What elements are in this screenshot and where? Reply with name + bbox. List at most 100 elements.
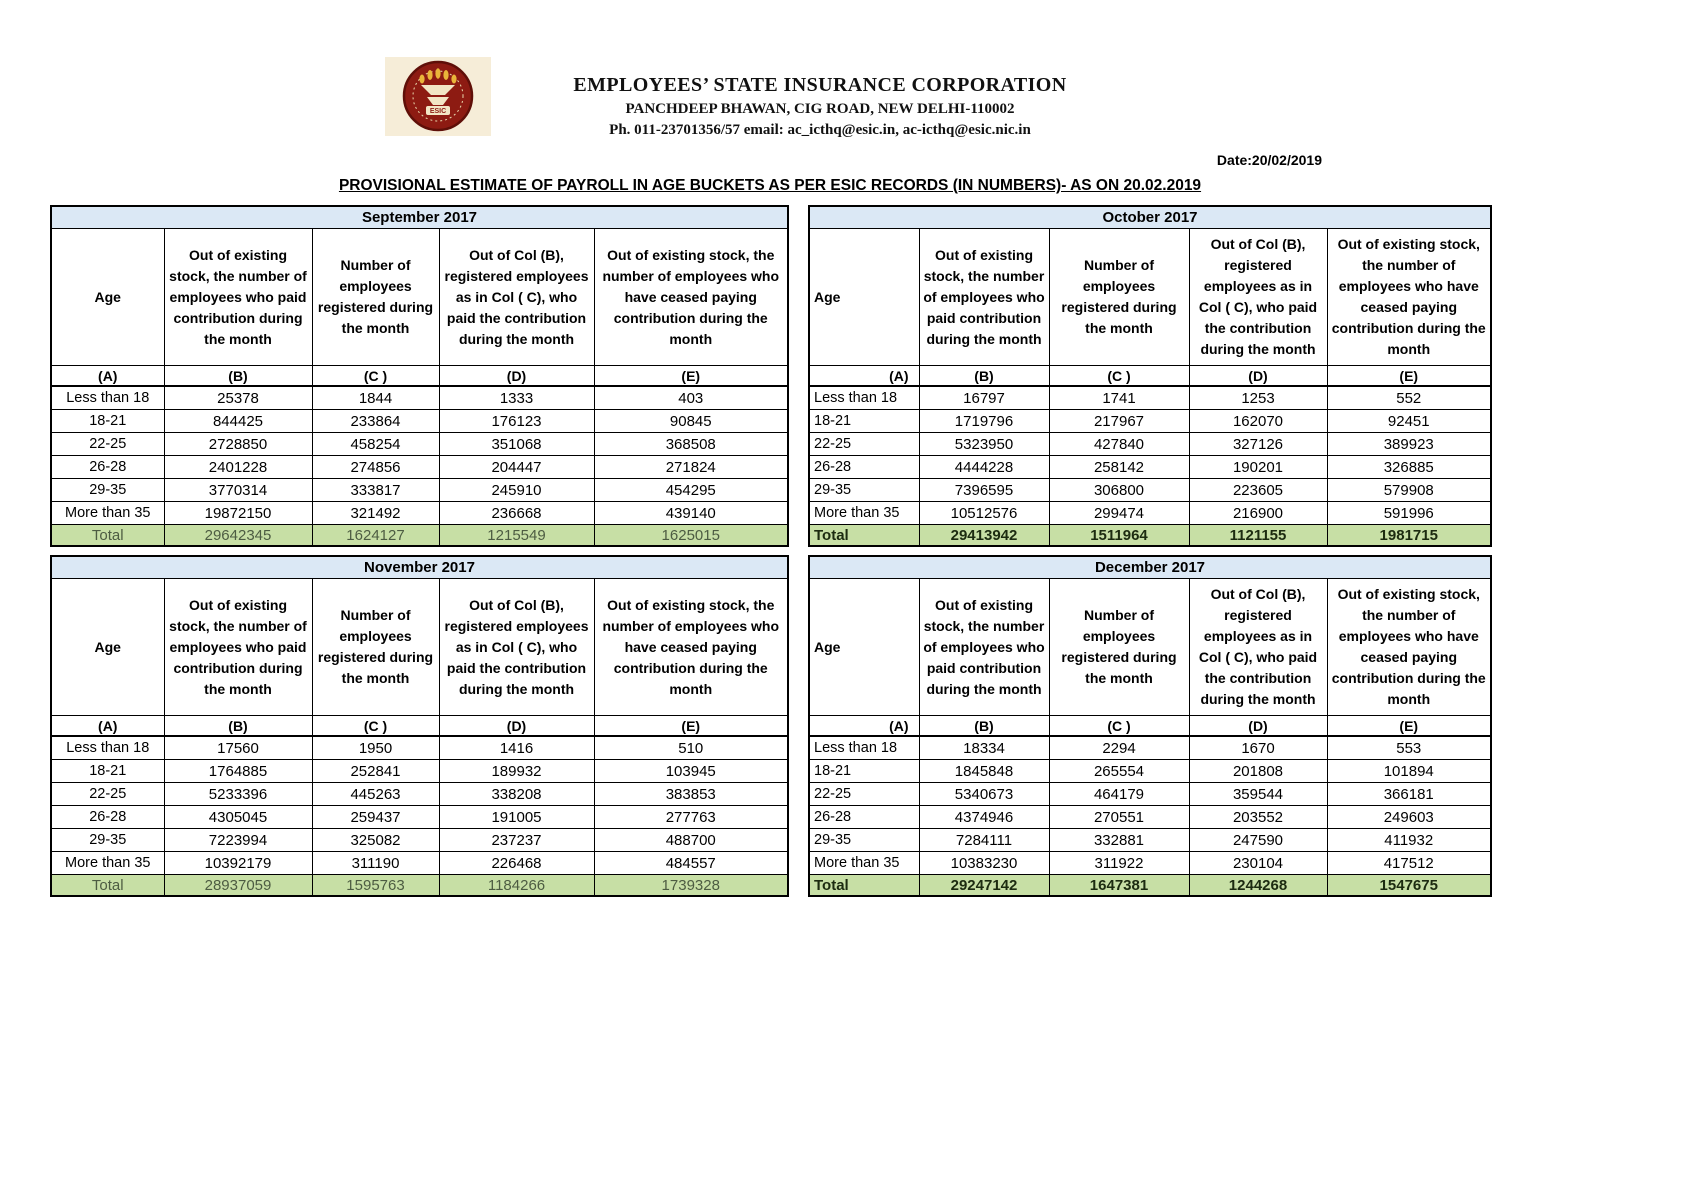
column-header: Age xyxy=(808,228,920,366)
age-label: 26-28 xyxy=(808,455,920,479)
column-letter: (A) xyxy=(808,365,920,387)
table-row: 18-21 1719796 217967 162070 92451 xyxy=(808,409,1492,433)
value-cell: 359544 xyxy=(1188,782,1328,806)
table-row: More than 35 10383230 311922 230104 417512 xyxy=(808,851,1492,875)
age-label: Less than 18 xyxy=(50,385,165,410)
value-cell: 445263 xyxy=(311,782,440,806)
value-cell: 1844 xyxy=(311,385,440,410)
column-letter: (D) xyxy=(438,715,595,737)
value-cell: 2294 xyxy=(1048,735,1190,760)
value-cell: 19872150 xyxy=(163,501,313,525)
table-row: 18-21 1764885 252841 189932 103945 xyxy=(50,759,789,783)
column-header: Age xyxy=(50,228,165,366)
total-value: 29642345 xyxy=(163,524,313,547)
column-header: Out of existing stock, the number of emp… xyxy=(1326,578,1492,716)
age-label: 29-35 xyxy=(50,478,165,502)
table-row: 22-25 5323950 427840 327126 389923 xyxy=(808,432,1492,456)
column-header: Number of employees registered during th… xyxy=(311,228,440,366)
november-2017-table: November 2017 Age Out of existing stock, t… xyxy=(50,555,789,897)
column-letter: (E) xyxy=(1326,365,1492,387)
column-header: Out of Col (B), registered employees as … xyxy=(1188,228,1328,366)
total-value: 1595763 xyxy=(311,874,440,897)
value-cell: 333817 xyxy=(311,478,440,502)
value-cell: 4444228 xyxy=(918,455,1050,479)
value-cell: 311922 xyxy=(1048,851,1190,875)
total-value: 1244268 xyxy=(1188,874,1328,897)
column-letter: (B) xyxy=(163,365,313,387)
value-cell: 338208 xyxy=(438,782,595,806)
value-cell: 103945 xyxy=(593,759,789,783)
value-cell: 189932 xyxy=(438,759,595,783)
age-label: 18-21 xyxy=(808,409,920,433)
value-cell: 1950 xyxy=(311,735,440,760)
value-cell: 201808 xyxy=(1188,759,1328,783)
table-row: More than 35 19872150 321492 236668 439140 xyxy=(50,501,789,525)
month-title: December 2017 xyxy=(808,555,1492,579)
value-cell: 591996 xyxy=(1326,501,1492,525)
value-cell: 2728850 xyxy=(163,432,313,456)
age-label: 29-35 xyxy=(808,478,920,502)
value-cell: 403 xyxy=(593,385,789,410)
value-cell: 1741 xyxy=(1048,385,1190,410)
total-value: 1739328 xyxy=(593,874,789,897)
table-row: Less than 18 25378 1844 1333 403 xyxy=(50,385,789,410)
value-cell: 368508 xyxy=(593,432,789,456)
esic-logo: ESIC xyxy=(385,57,491,136)
table-row: Less than 18 16797 1741 1253 552 xyxy=(808,385,1492,410)
value-cell: 92451 xyxy=(1326,409,1492,433)
value-cell: 247590 xyxy=(1188,828,1328,852)
value-cell: 258142 xyxy=(1048,455,1190,479)
column-letter: (B) xyxy=(918,365,1050,387)
value-cell: 230104 xyxy=(1188,851,1328,875)
age-label: 29-35 xyxy=(808,828,920,852)
value-cell: 325082 xyxy=(311,828,440,852)
value-cell: 245910 xyxy=(438,478,595,502)
column-header: Out of existing stock, the number of emp… xyxy=(163,228,313,366)
column-letter: (E) xyxy=(593,365,789,387)
table-row: 26-28 4374946 270551 203552 249603 xyxy=(808,805,1492,829)
column-header: Out of existing stock, the number of emp… xyxy=(593,228,789,366)
age-label: 22-25 xyxy=(50,782,165,806)
value-cell: 4305045 xyxy=(163,805,313,829)
value-cell: 191005 xyxy=(438,805,595,829)
value-cell: 306800 xyxy=(1048,478,1190,502)
table-row: 26-28 4444228 258142 190201 326885 xyxy=(808,455,1492,479)
column-header: Out of Col (B), registered employees as … xyxy=(438,228,595,366)
total-value: 1625015 xyxy=(593,524,789,547)
value-cell: 389923 xyxy=(1326,432,1492,456)
total-value: 1624127 xyxy=(311,524,440,547)
column-letter: (C ) xyxy=(1048,365,1190,387)
value-cell: 454295 xyxy=(593,478,789,502)
esic-emblem-icon: ESIC xyxy=(385,57,491,136)
total-row: Total 29413942 1511964 1121155 1981715 xyxy=(808,524,1492,547)
value-cell: 553 xyxy=(1326,735,1492,760)
age-label: 26-28 xyxy=(50,805,165,829)
month-title: November 2017 xyxy=(50,555,789,579)
value-cell: 5233396 xyxy=(163,782,313,806)
value-cell: 844425 xyxy=(163,409,313,433)
column-header: Number of employees registered during th… xyxy=(1048,578,1190,716)
table-row: More than 35 10392179 311190 226468 484557 xyxy=(50,851,789,875)
value-cell: 10512576 xyxy=(918,501,1050,525)
column-header: Number of employees registered during th… xyxy=(311,578,440,716)
value-cell: 101894 xyxy=(1326,759,1492,783)
total-value: 29413942 xyxy=(918,524,1050,547)
value-cell: 10383230 xyxy=(918,851,1050,875)
value-cell: 249603 xyxy=(1326,805,1492,829)
value-cell: 277763 xyxy=(593,805,789,829)
age-label: 26-28 xyxy=(808,805,920,829)
total-value: 1511964 xyxy=(1048,524,1190,547)
value-cell: 1416 xyxy=(438,735,595,760)
value-cell: 464179 xyxy=(1048,782,1190,806)
value-cell: 383853 xyxy=(593,782,789,806)
value-cell: 458254 xyxy=(311,432,440,456)
value-cell: 552 xyxy=(1326,385,1492,410)
column-letter: (A) xyxy=(50,715,165,737)
org-address: PANCHDEEP BHAWAN, CIG ROAD, NEW DELHI-11… xyxy=(625,101,1015,117)
value-cell: 579908 xyxy=(1326,478,1492,502)
column-letter: (D) xyxy=(1188,365,1328,387)
value-cell: 7223994 xyxy=(163,828,313,852)
table-row: 29-35 7284111 332881 247590 411932 xyxy=(808,828,1492,852)
value-cell: 332881 xyxy=(1048,828,1190,852)
value-cell: 176123 xyxy=(438,409,595,433)
